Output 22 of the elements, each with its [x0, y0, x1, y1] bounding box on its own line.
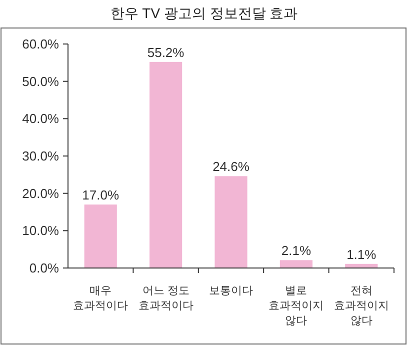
data-label: 55.2%: [147, 44, 185, 60]
y-tick-label: 50.0%: [22, 74, 60, 89]
x-tick-label: 전혀 효과적이지 않다: [334, 285, 389, 327]
y-tick-label: 60.0%: [22, 36, 60, 52]
x-tick-label: 별로 효과적이지 않다: [268, 285, 324, 327]
bar: [214, 176, 248, 268]
data-label: 2.1%: [281, 243, 312, 258]
chart-title: 한우 TV 광고의 정보전달 효과: [110, 5, 298, 21]
bar: [150, 62, 182, 268]
x-tick-label: 매우 효과적이다: [73, 285, 128, 312]
data-label: 24.6%: [212, 159, 250, 174]
data-label: 17.0%: [82, 188, 120, 203]
y-tick-label: 20.0%: [22, 186, 60, 201]
y-tick-label: 40.0%: [22, 111, 60, 126]
bar: [84, 204, 117, 268]
y-tick-label: 0.0%: [29, 260, 60, 276]
y-tick-label: 10.0%: [22, 223, 60, 238]
y-tick-label: 30.0%: [22, 148, 60, 164]
x-tick-label: 보통이다: [209, 285, 253, 297]
bar: [280, 260, 312, 268]
data-label: 1.1%: [346, 246, 377, 262]
x-tick-label: 어느 정도 효과적이다: [138, 285, 194, 312]
